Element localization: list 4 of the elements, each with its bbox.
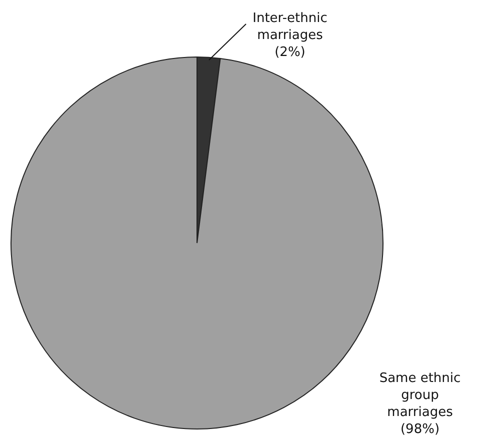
- data-label: (98%): [400, 422, 440, 437]
- slice-label: Inter-ethnic marriages: [252, 11, 328, 43]
- data-label: (2%): [274, 45, 306, 60]
- slice-label: Same ethnic group marriages: [379, 371, 461, 420]
